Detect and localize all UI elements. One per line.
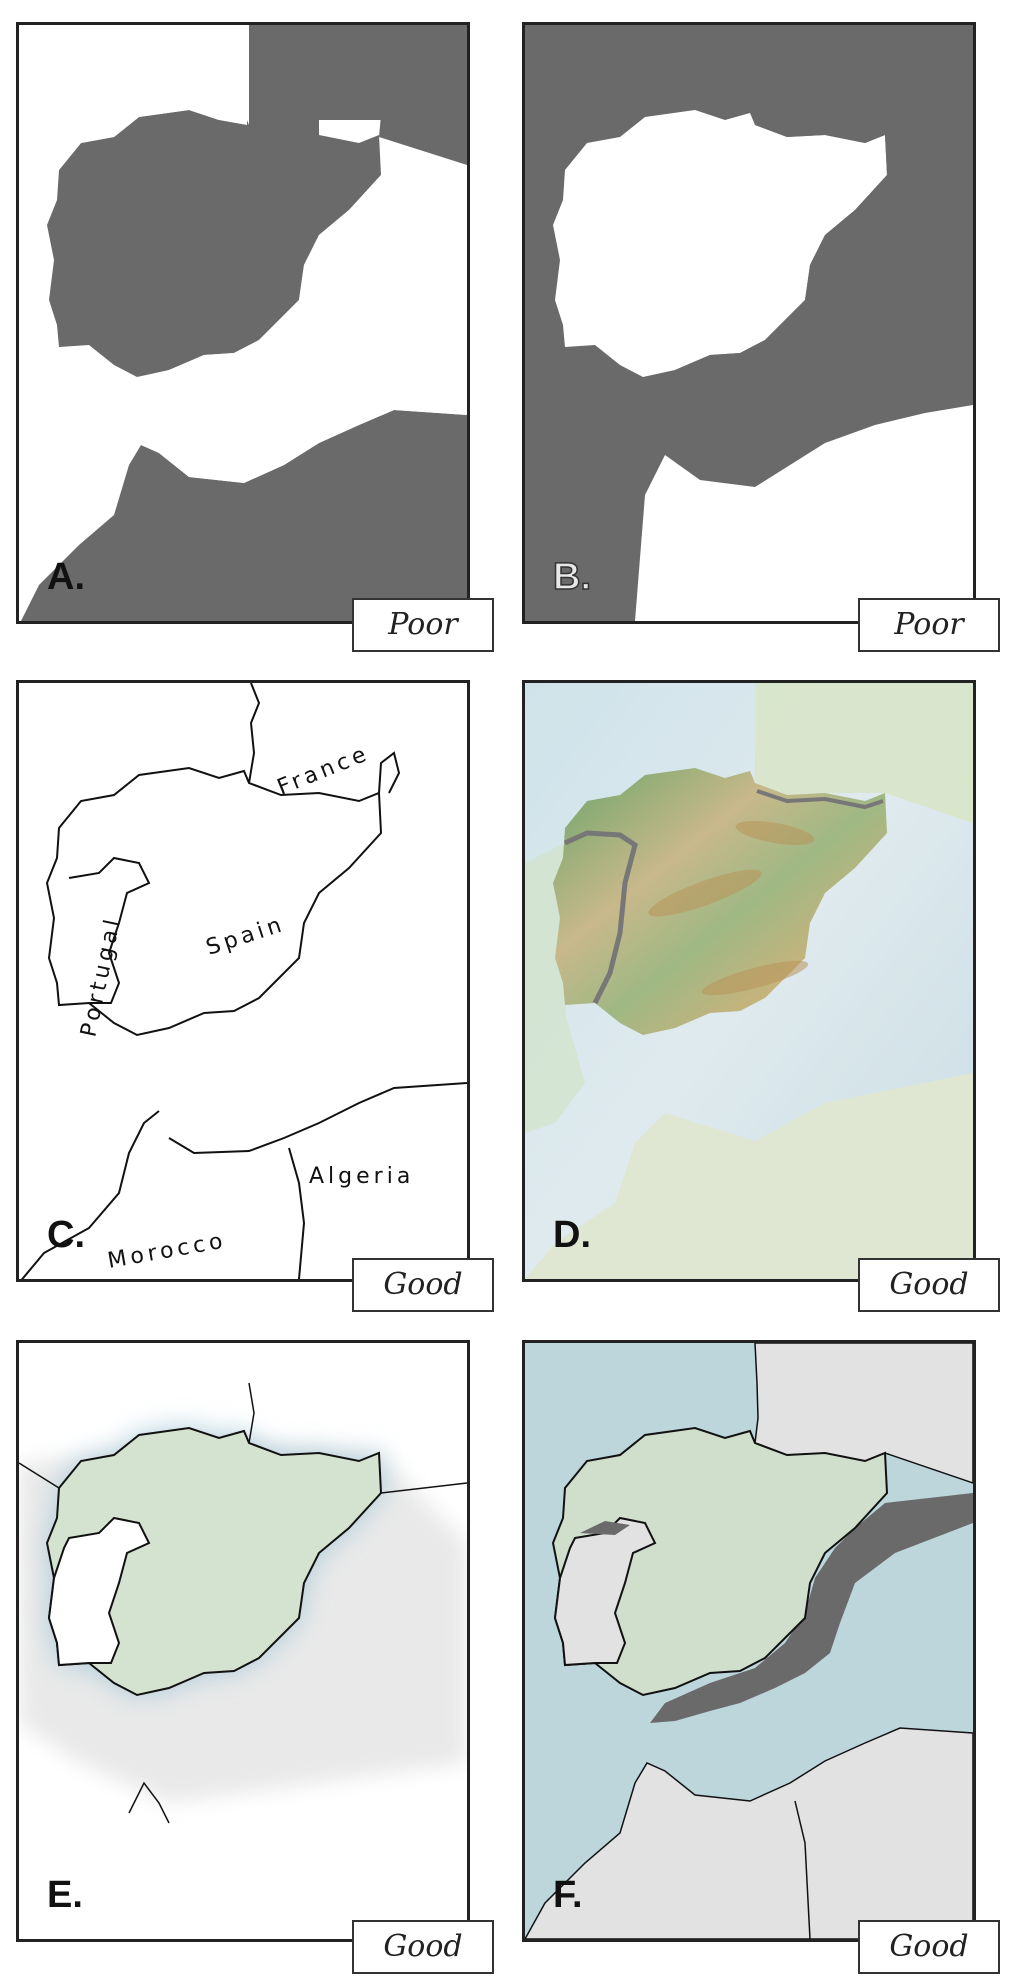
map-panel-f: F. <box>522 1340 976 1942</box>
map-panel-a: A. <box>16 22 470 624</box>
panel-d-map <box>525 683 973 1279</box>
panel-c-map: France Spain Portugal Algeria Morocco <box>19 683 467 1279</box>
panel-e-letter: E. <box>47 1874 83 1916</box>
panel-f-map <box>525 1343 973 1939</box>
panel-d-letter: D. <box>553 1214 591 1256</box>
panel-b-letter: B. <box>552 555 592 599</box>
map-panel-e: E. <box>16 1340 470 1942</box>
panel-c-rating: Good <box>352 1258 494 1312</box>
panel-c-letter: C. <box>47 1214 85 1256</box>
panel-f-rating: Good <box>858 1920 1000 1974</box>
map-panel-d: D. <box>522 680 976 1282</box>
map-panel-c: France Spain Portugal Algeria Morocco C. <box>16 680 470 1282</box>
panel-e-rating: Good <box>352 1920 494 1974</box>
map-panel-b: B. <box>522 22 976 624</box>
panel-b-rating: Poor <box>858 598 1000 652</box>
panel-e-map <box>19 1343 467 1939</box>
label-algeria: Algeria <box>309 1164 414 1189</box>
panel-a-letter: A. <box>47 556 85 598</box>
panel-d-rating: Good <box>858 1258 1000 1312</box>
panel-a-rating: Poor <box>352 598 494 652</box>
panel-f-letter: F. <box>553 1874 583 1916</box>
panel-b-map <box>525 25 973 621</box>
panel-a-map <box>19 25 467 621</box>
